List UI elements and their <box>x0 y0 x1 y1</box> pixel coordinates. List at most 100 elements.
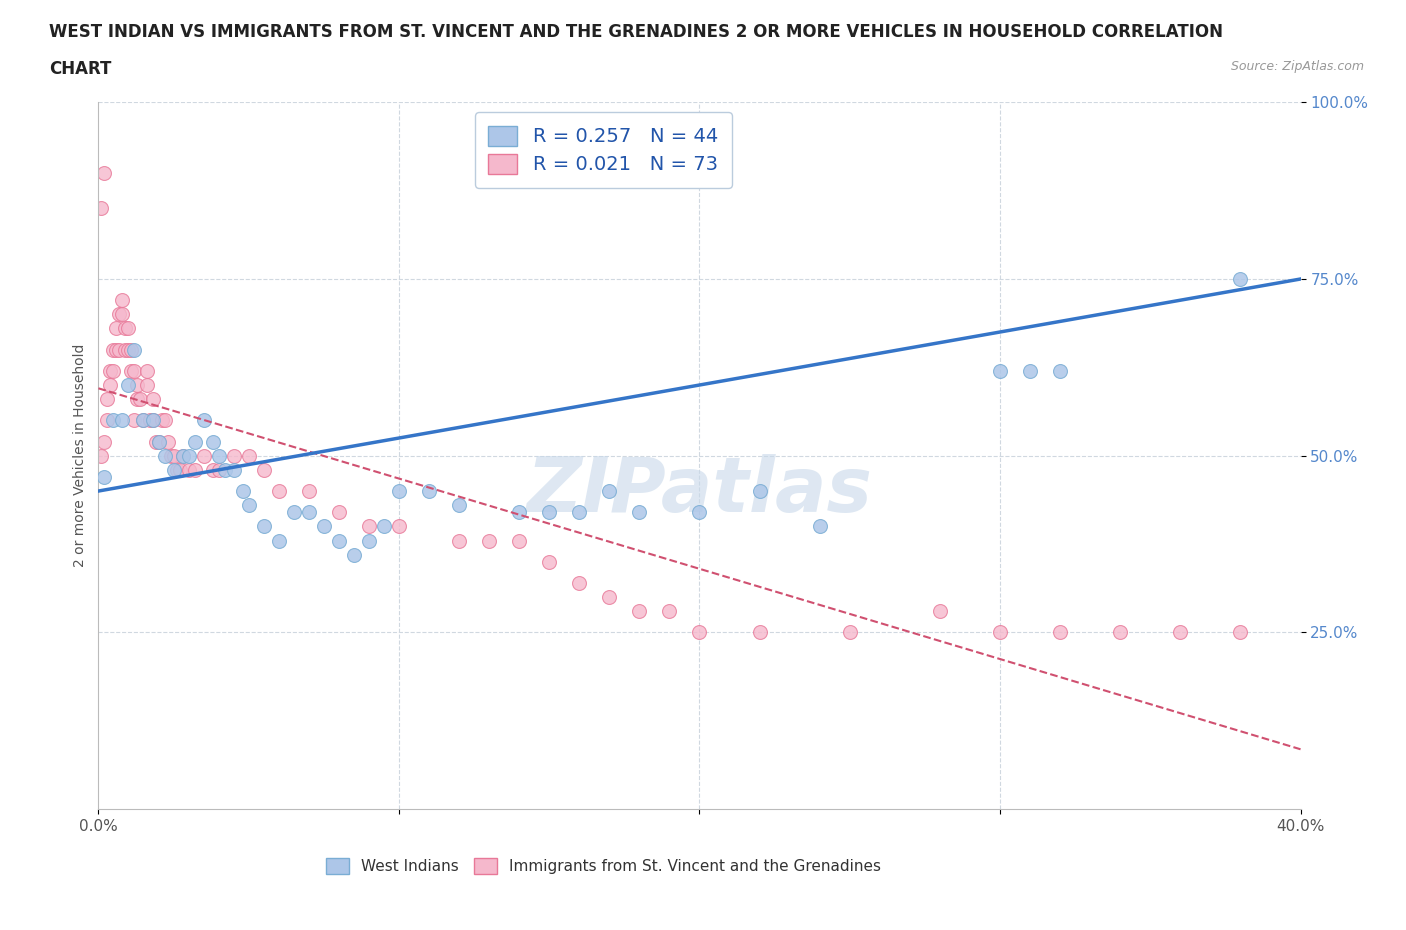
Point <box>298 505 321 520</box>
Point <box>538 505 561 520</box>
Point <box>105 321 128 336</box>
Point <box>568 505 591 520</box>
Point <box>568 576 591 591</box>
Point <box>121 342 143 357</box>
Point <box>538 554 561 569</box>
Text: WEST INDIAN VS IMMIGRANTS FROM ST. VINCENT AND THE GRENADINES 2 OR MORE VEHICLES: WEST INDIAN VS IMMIGRANTS FROM ST. VINCE… <box>49 23 1223 41</box>
Point <box>508 505 530 520</box>
Point <box>808 519 831 534</box>
Point <box>148 434 170 449</box>
Point <box>93 166 115 180</box>
Point <box>193 413 215 428</box>
Point <box>1229 272 1251 286</box>
Text: CHART: CHART <box>49 60 111 78</box>
Point <box>111 293 134 308</box>
Point <box>127 392 149 406</box>
Point <box>121 364 143 379</box>
Point <box>447 533 470 548</box>
Point <box>658 604 681 618</box>
Point <box>688 625 710 640</box>
Point <box>238 498 260 512</box>
Point <box>447 498 470 512</box>
Point <box>193 448 215 463</box>
Point <box>838 625 860 640</box>
Point <box>138 413 160 428</box>
Point <box>124 342 146 357</box>
Point <box>988 625 1011 640</box>
Point <box>183 434 205 449</box>
Point <box>232 484 254 498</box>
Point <box>172 448 194 463</box>
Point <box>748 625 770 640</box>
Point <box>177 462 200 477</box>
Point <box>598 484 620 498</box>
Point <box>172 448 194 463</box>
Point <box>1229 625 1251 640</box>
Point <box>90 201 112 216</box>
Point <box>988 364 1011 379</box>
Point <box>748 484 770 498</box>
Point <box>103 342 125 357</box>
Point <box>93 434 115 449</box>
Point <box>117 378 139 392</box>
Point <box>208 462 231 477</box>
Point <box>127 378 149 392</box>
Point <box>132 413 155 428</box>
Point <box>166 462 188 477</box>
Point <box>159 448 181 463</box>
Point <box>388 519 411 534</box>
Point <box>114 342 136 357</box>
Point <box>100 364 122 379</box>
Text: ZIPatlas: ZIPatlas <box>526 454 873 528</box>
Point <box>508 533 530 548</box>
Point <box>145 434 167 449</box>
Point <box>688 505 710 520</box>
Point <box>388 484 411 498</box>
Point <box>103 413 125 428</box>
Point <box>162 462 184 477</box>
Point <box>108 342 131 357</box>
Point <box>238 448 260 463</box>
Point <box>267 484 290 498</box>
Point <box>135 378 157 392</box>
Legend: West Indians, Immigrants from St. Vincent and the Grenadines: West Indians, Immigrants from St. Vincen… <box>314 846 893 886</box>
Point <box>141 392 163 406</box>
Point <box>141 413 163 428</box>
Point <box>1049 625 1071 640</box>
Point <box>153 448 176 463</box>
Point <box>201 434 224 449</box>
Point <box>96 392 118 406</box>
Point <box>100 378 122 392</box>
Point <box>124 364 146 379</box>
Point <box>373 519 395 534</box>
Point <box>214 462 236 477</box>
Point <box>117 342 139 357</box>
Point <box>929 604 952 618</box>
Text: Source: ZipAtlas.com: Source: ZipAtlas.com <box>1230 60 1364 73</box>
Point <box>418 484 440 498</box>
Point <box>298 484 321 498</box>
Point <box>1049 364 1071 379</box>
Point <box>114 321 136 336</box>
Point <box>312 519 335 534</box>
Point <box>108 307 131 322</box>
Point <box>162 448 184 463</box>
Point <box>283 505 305 520</box>
Point <box>111 307 134 322</box>
Point <box>357 519 380 534</box>
Point <box>117 321 139 336</box>
Point <box>598 590 620 604</box>
Point <box>183 462 205 477</box>
Point <box>148 434 170 449</box>
Point <box>93 470 115 485</box>
Point <box>129 392 152 406</box>
Point <box>177 448 200 463</box>
Point <box>267 533 290 548</box>
Point <box>253 519 276 534</box>
Point <box>201 462 224 477</box>
Point <box>169 462 191 477</box>
Point <box>141 413 163 428</box>
Point <box>103 364 125 379</box>
Point <box>253 462 276 477</box>
Point <box>328 533 350 548</box>
